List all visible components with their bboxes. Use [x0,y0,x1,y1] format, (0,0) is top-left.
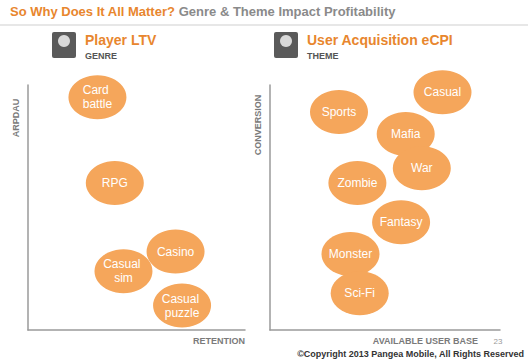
svg-text:AVAILABLE USER BASE: AVAILABLE USER BASE [373,336,478,346]
svg-text:Casual: Casual [424,85,461,99]
svg-text:Casino: Casino [157,245,195,259]
svg-text:Player LTV: Player LTV [85,32,157,48]
svg-text:puzzle: puzzle [165,306,200,320]
svg-text:RETENTION: RETENTION [193,336,245,346]
svg-text:GENRE: GENRE [85,51,117,61]
svg-text:THEME: THEME [307,51,339,61]
svg-text:So Why Does It All Matter?: So Why Does It All Matter? [10,4,175,19]
svg-text:Casual: Casual [162,292,203,306]
svg-text:battle: battle [83,97,113,111]
svg-text:Sci-Fi: Sci-Fi [344,286,375,300]
svg-text:Genre & Theme Impact Profitabi: Genre & Theme Impact Profitability [179,4,396,19]
svg-text:User Acquisition eCPI: User Acquisition eCPI [307,32,453,48]
svg-text:23: 23 [494,337,503,346]
svg-text:sim: sim [114,271,133,285]
svg-text:Zombie: Zombie [337,176,377,190]
svg-text:CONVERSION: CONVERSION [253,95,263,156]
svg-text:RPG: RPG [102,176,128,190]
svg-text:Monster: Monster [329,247,372,261]
svg-text:Fantasy: Fantasy [380,215,423,229]
svg-text:Card: Card [83,83,112,97]
svg-text:Mafia: Mafia [391,127,421,141]
svg-text:ARPDAU: ARPDAU [11,99,21,138]
svg-text:Sports: Sports [322,105,357,119]
svg-text:©Copyright 2013 Pangea Mobile,: ©Copyright 2013 Pangea Mobile, All Right… [297,349,524,359]
svg-text:Casual: Casual [103,257,144,271]
svg-text:War: War [411,161,433,175]
